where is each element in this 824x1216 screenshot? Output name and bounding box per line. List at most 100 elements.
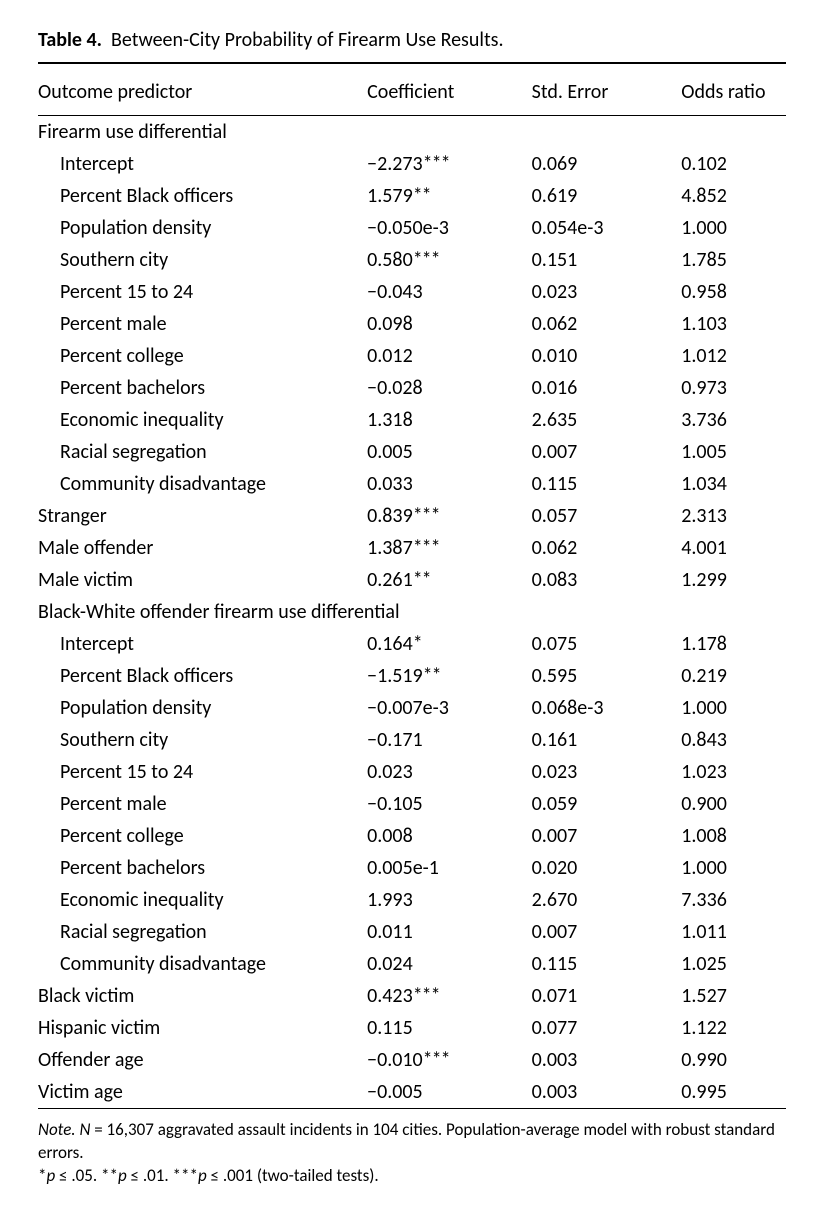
coefficient-value: −1.519** <box>367 660 532 692</box>
predictor-label: Economic inequality <box>38 884 367 916</box>
coefficient-value: −0.005 <box>367 1076 532 1109</box>
header-coefficient: Coefficient <box>367 63 532 116</box>
coefficient-value: 0.008 <box>367 820 532 852</box>
odds-ratio-value: 7.336 <box>681 884 786 916</box>
sig-01-stars: ** <box>101 1165 118 1186</box>
odds-ratio-value: 1.527 <box>681 980 786 1012</box>
std-error-value: 0.023 <box>532 756 682 788</box>
table-row: Community disadvantage0.0330.1151.034 <box>38 468 786 500</box>
std-error-value: 0.016 <box>532 372 682 404</box>
std-error-value: 2.635 <box>532 404 682 436</box>
std-error-value: 0.075 <box>532 628 682 660</box>
std-error-value: 0.068e-3 <box>532 692 682 724</box>
odds-ratio-value: 1.000 <box>681 852 786 884</box>
std-error-value: 0.003 <box>532 1044 682 1076</box>
std-error-value: 0.059 <box>532 788 682 820</box>
coefficient-value: 1.318 <box>367 404 532 436</box>
table-row: Racial segregation0.0110.0071.011 <box>38 916 786 948</box>
table-row: Economic inequality1.3182.6353.736 <box>38 404 786 436</box>
table-row: Economic inequality1.9932.6707.336 <box>38 884 786 916</box>
std-error-value: 0.083 <box>532 564 682 596</box>
table-row: Racial segregation0.0050.0071.005 <box>38 436 786 468</box>
coefficient-value: −0.007e-3 <box>367 692 532 724</box>
predictor-label: Percent college <box>38 820 367 852</box>
std-error-value: 0.619 <box>532 180 682 212</box>
significance-stars: *** <box>423 152 450 176</box>
table-row: Victim age−0.0050.0030.995 <box>38 1076 786 1109</box>
predictor-label: Hispanic victim <box>38 1012 367 1044</box>
predictor-label: Male victim <box>38 564 367 596</box>
coefficient-value: 1.993 <box>367 884 532 916</box>
odds-ratio-value: 1.034 <box>681 468 786 500</box>
table-row: Percent male0.0980.0621.103 <box>38 308 786 340</box>
std-error-value: 0.115 <box>532 948 682 980</box>
coefficient-value: 0.115 <box>367 1012 532 1044</box>
std-error-value: 0.595 <box>532 660 682 692</box>
std-error-value: 0.062 <box>532 532 682 564</box>
regression-table: Outcome predictor Coefficient Std. Error… <box>38 62 786 1109</box>
predictor-label: Economic inequality <box>38 404 367 436</box>
table-row: Percent 15 to 240.0230.0231.023 <box>38 756 786 788</box>
odds-ratio-value: 4.852 <box>681 180 786 212</box>
std-error-value: 0.069 <box>532 148 682 180</box>
std-error-value: 0.023 <box>532 276 682 308</box>
predictor-label: Southern city <box>38 724 367 756</box>
predictor-label: Intercept <box>38 148 367 180</box>
sig-001-stars: *** <box>173 1165 198 1186</box>
header-predictor: Outcome predictor <box>38 63 367 116</box>
std-error-value: 0.057 <box>532 500 682 532</box>
table-head: Outcome predictor Coefficient Std. Error… <box>38 63 786 116</box>
predictor-label: Population density <box>38 692 367 724</box>
significance-stars: ** <box>413 568 431 592</box>
section-header: Firearm use differential <box>38 116 786 149</box>
odds-ratio-value: 0.219 <box>681 660 786 692</box>
predictor-label: Percent 15 to 24 <box>38 276 367 308</box>
significance-stars: *** <box>413 504 440 528</box>
table-row: Offender age−0.010***0.0030.990 <box>38 1044 786 1076</box>
coefficient-value: 0.005 <box>367 436 532 468</box>
predictor-label: Southern city <box>38 244 367 276</box>
odds-ratio-value: 2.313 <box>681 500 786 532</box>
table-row: Population density−0.007e-30.068e-31.000 <box>38 692 786 724</box>
table-row: Percent Black officers1.579**0.6194.852 <box>38 180 786 212</box>
odds-ratio-value: 1.299 <box>681 564 786 596</box>
std-error-value: 0.077 <box>532 1012 682 1044</box>
odds-ratio-value: 0.990 <box>681 1044 786 1076</box>
coefficient-value: −0.105 <box>367 788 532 820</box>
odds-ratio-value: 1.122 <box>681 1012 786 1044</box>
predictor-label: Percent college <box>38 340 367 372</box>
sig-05-text: ≤ .05. <box>55 1165 101 1186</box>
odds-ratio-value: 1.000 <box>681 212 786 244</box>
coefficient-value: 0.024 <box>367 948 532 980</box>
coefficient-value: 0.033 <box>367 468 532 500</box>
table-row: Southern city−0.1710.1610.843 <box>38 724 786 756</box>
predictor-label: Intercept <box>38 628 367 660</box>
coefficient-value: 1.387*** <box>367 532 532 564</box>
coefficient-value: 0.005e-1 <box>367 852 532 884</box>
odds-ratio-value: 0.900 <box>681 788 786 820</box>
predictor-label: Percent male <box>38 788 367 820</box>
odds-ratio-value: 0.995 <box>681 1076 786 1109</box>
predictor-label: Victim age <box>38 1076 367 1109</box>
std-error-value: 0.003 <box>532 1076 682 1109</box>
table-label: Table 4. <box>38 28 102 52</box>
table-row: Intercept0.164*0.0751.178 <box>38 628 786 660</box>
odds-ratio-value: 1.000 <box>681 692 786 724</box>
std-error-value: 0.007 <box>532 916 682 948</box>
odds-ratio-value: 0.843 <box>681 724 786 756</box>
header-std-error: Std. Error <box>532 63 682 116</box>
std-error-value: 0.071 <box>532 980 682 1012</box>
odds-ratio-value: 3.736 <box>681 404 786 436</box>
table-row: Percent bachelors−0.0280.0160.973 <box>38 372 786 404</box>
odds-ratio-value: 1.023 <box>681 756 786 788</box>
table-row: Percent bachelors0.005e-10.0201.000 <box>38 852 786 884</box>
significance-stars: *** <box>413 536 440 560</box>
predictor-label: Percent bachelors <box>38 852 367 884</box>
table-row: Percent male−0.1050.0590.900 <box>38 788 786 820</box>
sig-001-text: ≤ .001 (two-tailed tests). <box>207 1165 379 1186</box>
odds-ratio-value: 0.973 <box>681 372 786 404</box>
std-error-value: 2.670 <box>532 884 682 916</box>
coefficient-value: −0.043 <box>367 276 532 308</box>
table-row: Percent 15 to 24−0.0430.0230.958 <box>38 276 786 308</box>
odds-ratio-value: 1.011 <box>681 916 786 948</box>
